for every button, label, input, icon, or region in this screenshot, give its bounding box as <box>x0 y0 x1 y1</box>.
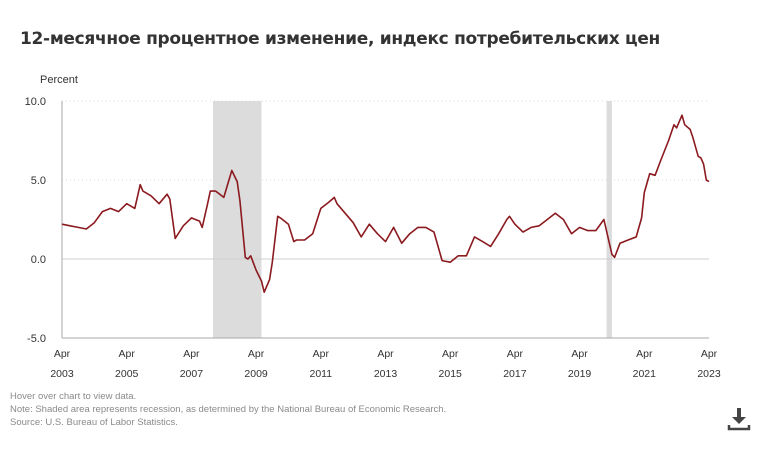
chart-title: 12-месячное процентное изменение, индекс… <box>20 29 661 49</box>
x-tick-month: Apr <box>183 348 200 360</box>
x-tick-year: 2007 <box>180 368 204 380</box>
x-tick-year: 2019 <box>568 368 592 380</box>
x-tick-year: 2005 <box>115 368 139 380</box>
x-tick-year: 2015 <box>439 368 463 380</box>
x-tick-month: Apr <box>442 348 459 360</box>
download-icon <box>727 408 751 431</box>
x-tick-year: 2017 <box>503 368 527 380</box>
recession-band <box>212 101 262 338</box>
x-tick-year: 2009 <box>244 368 268 380</box>
hover-hint: Hover over chart to view data. <box>10 391 137 402</box>
x-tick-year: 2013 <box>374 368 398 380</box>
recession-band <box>606 101 612 338</box>
x-tick-month: Apr <box>571 348 588 360</box>
x-tick-year: 2003 <box>50 368 74 380</box>
x-tick-month: Apr <box>701 348 718 360</box>
y-tick-label: -5.0 <box>27 333 46 345</box>
source-text: Source: U.S. Bureau of Labor Statistics. <box>10 417 178 428</box>
cpi-series-line <box>61 114 710 293</box>
x-tick-month: Apr <box>507 348 524 360</box>
y-tick-label: 5.0 <box>31 175 46 187</box>
x-tick-year: 2023 <box>697 368 721 380</box>
x-tick-year: 2011 <box>310 368 333 380</box>
x-tick-month: Apr <box>119 348 136 360</box>
x-tick-month: Apr <box>636 348 653 360</box>
note-text: Note: Shaded area represents recession, … <box>10 404 447 415</box>
x-tick-month: Apr <box>54 348 71 360</box>
y-axis-label: Percent <box>40 74 78 86</box>
x-tick-month: Apr <box>248 348 265 360</box>
download-button[interactable] <box>727 406 751 432</box>
y-tick-label: 0.0 <box>31 254 46 266</box>
x-tick-month: Apr <box>377 348 394 360</box>
y-tick-label: 10.0 <box>25 96 46 108</box>
x-tick-year: 2021 <box>633 368 657 380</box>
x-tick-month: Apr <box>313 348 330 360</box>
